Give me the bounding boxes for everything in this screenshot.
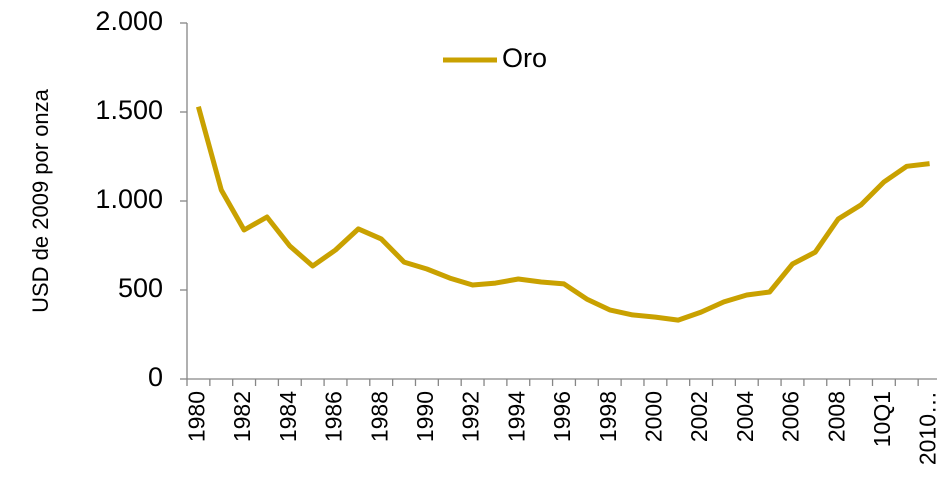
x-tick-label: 1988 xyxy=(366,391,392,442)
x-tick-label: 1982 xyxy=(229,391,255,442)
legend-label: Oro xyxy=(502,43,547,73)
x-tick-label: 2008 xyxy=(823,391,849,442)
x-tick-label: 2006 xyxy=(778,391,804,442)
x-tick-label: 2010… xyxy=(915,391,941,465)
x-tick-label: 1996 xyxy=(549,391,575,442)
y-tick-label: 0 xyxy=(148,362,163,392)
x-tick-label: 1980 xyxy=(184,391,210,442)
x-tick-label: 1994 xyxy=(503,391,529,442)
x-tick-label: 10Q1 xyxy=(869,391,895,447)
series-line xyxy=(195,106,930,323)
y-tick-label: 2.000 xyxy=(95,6,163,36)
y-tick-label: 500 xyxy=(118,273,163,303)
y-axis-label: USD de 2009 por onza xyxy=(28,88,53,313)
x-tick-label: 1990 xyxy=(412,391,438,442)
x-tick-label: 2002 xyxy=(686,391,712,442)
y-tick-label: 1.500 xyxy=(95,95,163,125)
x-tick-label: 1998 xyxy=(595,391,621,442)
x-tick-label: 2000 xyxy=(640,391,666,442)
x-tick-label: 1984 xyxy=(275,391,301,442)
y-tick-label: 1.000 xyxy=(95,184,163,214)
x-tick-label: 1986 xyxy=(321,391,347,442)
x-tick-label: 2004 xyxy=(732,391,758,442)
x-tick-label: 1992 xyxy=(458,391,484,442)
